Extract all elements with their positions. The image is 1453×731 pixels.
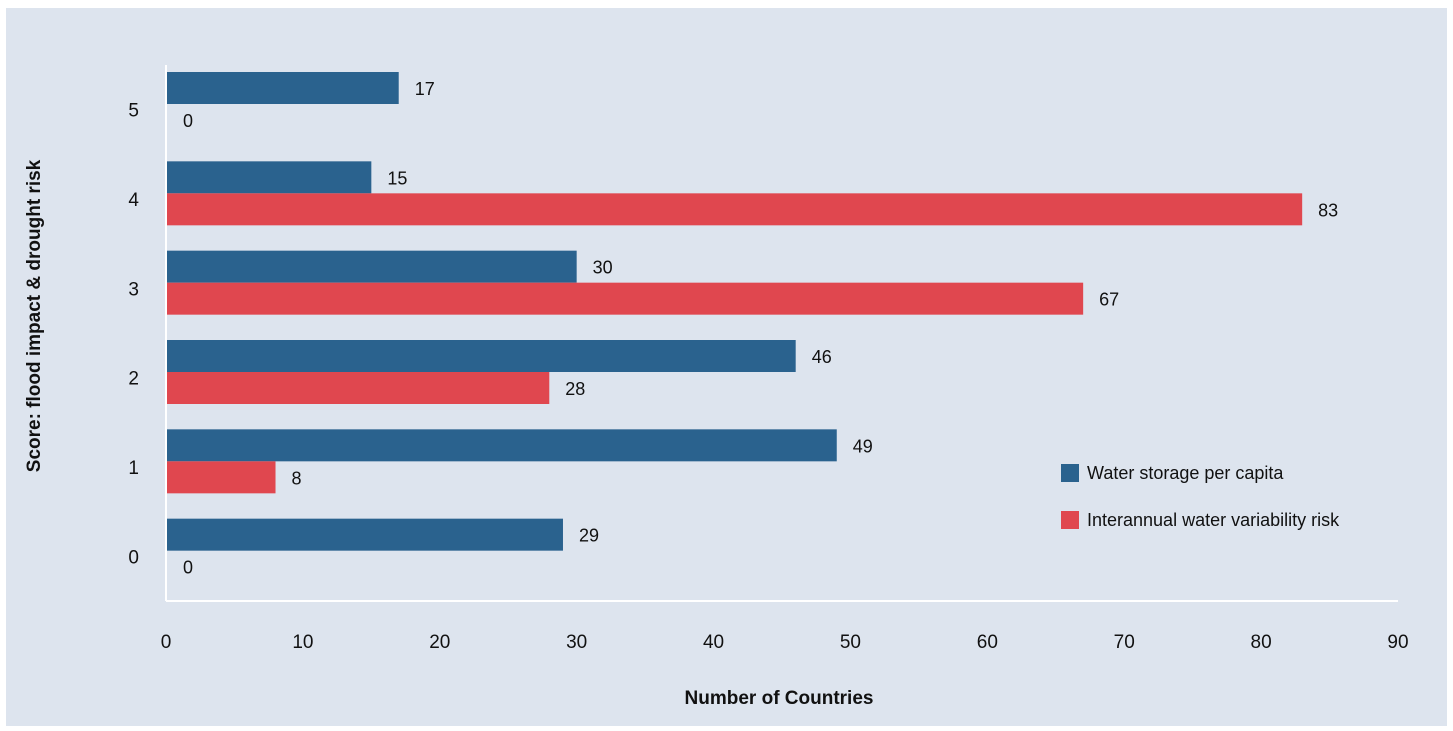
data-label: 0 xyxy=(183,111,193,131)
x-tick-label: 60 xyxy=(977,632,998,653)
data-label: 8 xyxy=(292,468,302,488)
data-label: 46 xyxy=(812,347,832,367)
legend-label-water-storage: Water storage per capita xyxy=(1087,463,1284,483)
x-tick-label: 70 xyxy=(1114,632,1135,653)
y-tick-label: 5 xyxy=(128,101,139,122)
data-label: 83 xyxy=(1318,200,1338,220)
y-tick-label: 1 xyxy=(128,458,139,479)
bar-variability-risk xyxy=(166,282,1084,315)
bar-water-storage xyxy=(166,250,577,283)
bar-variability-risk xyxy=(166,461,276,494)
legend-swatch-variability-risk xyxy=(1061,511,1079,529)
y-tick-label: 3 xyxy=(128,279,139,300)
y-axis-title: Score: flood impact & drought risk xyxy=(24,159,45,472)
bar-water-storage xyxy=(166,72,399,104)
bar-water-storage xyxy=(166,429,837,462)
x-tick-label: 90 xyxy=(1387,632,1408,653)
x-tick-label: 30 xyxy=(566,632,587,653)
bar-variability-risk xyxy=(166,372,550,404)
bar-water-storage xyxy=(166,518,563,551)
x-tick-label: 40 xyxy=(703,632,724,653)
x-tick-label: 20 xyxy=(429,632,450,653)
x-axis-title: Number of Countries xyxy=(685,688,874,709)
bar-water-storage xyxy=(166,161,372,194)
x-tick-label: 50 xyxy=(840,632,861,653)
data-label: 17 xyxy=(415,79,435,99)
data-label: 49 xyxy=(853,436,873,456)
bar-variability-risk xyxy=(166,193,1303,226)
data-label: 0 xyxy=(183,558,193,578)
legend-label-variability-risk: Interannual water variability risk xyxy=(1087,510,1340,530)
legend: Water storage per capita Interannual wat… xyxy=(1061,463,1340,530)
data-label: 67 xyxy=(1099,290,1119,310)
bar-water-storage xyxy=(166,340,796,372)
y-tick-label: 4 xyxy=(128,190,139,211)
x-tick-label: 80 xyxy=(1251,632,1272,653)
y-tick-label: 2 xyxy=(128,369,139,390)
legend-swatch-water-storage xyxy=(1061,464,1079,482)
x-tick-label: 0 xyxy=(161,632,172,653)
x-tick-label: 10 xyxy=(292,632,313,653)
data-label: 30 xyxy=(593,258,613,278)
data-label: 29 xyxy=(579,526,599,546)
y-tick-label: 0 xyxy=(128,547,139,568)
data-label: 15 xyxy=(387,168,407,188)
data-label: 28 xyxy=(565,379,585,399)
